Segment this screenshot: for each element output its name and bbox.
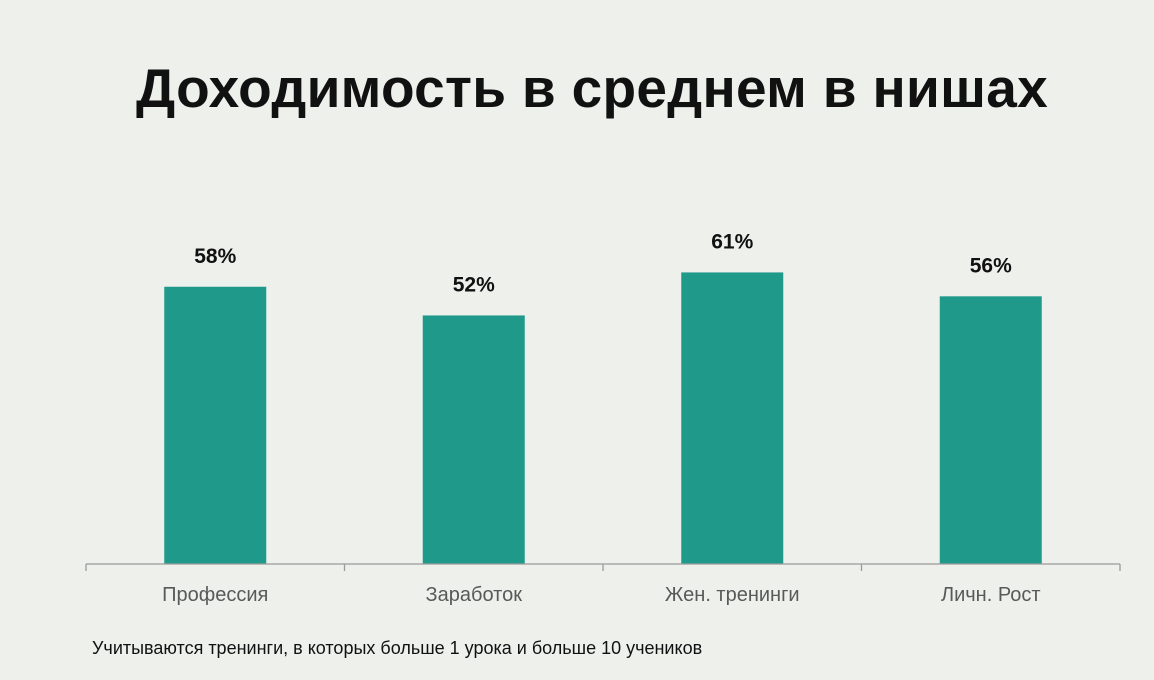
category-labels: Профессия Заработок Жен. тренинги Личн. Рос… <box>162 584 1040 606</box>
bars <box>164 272 1042 564</box>
category-label: Профессия <box>162 584 268 606</box>
value-labels: 58% 52% 61% 56% <box>194 230 1012 296</box>
footnote: Учитываются тренинги, в которых больше 1… <box>92 638 703 658</box>
chart-title: Доходимость в среднем в нишах <box>135 57 1048 119</box>
bar <box>164 286 267 564</box>
bar <box>939 296 1042 564</box>
value-label: 52% <box>453 273 495 296</box>
x-axis <box>85 563 1121 571</box>
category-label: Заработок <box>426 584 523 606</box>
value-label: 58% <box>194 245 236 268</box>
bar <box>422 315 525 564</box>
category-label: Личн. Рост <box>941 584 1041 606</box>
value-label: 56% <box>970 254 1012 277</box>
category-label: Жен. тренинги <box>665 584 800 606</box>
value-label: 61% <box>711 230 753 253</box>
bar <box>681 272 784 564</box>
